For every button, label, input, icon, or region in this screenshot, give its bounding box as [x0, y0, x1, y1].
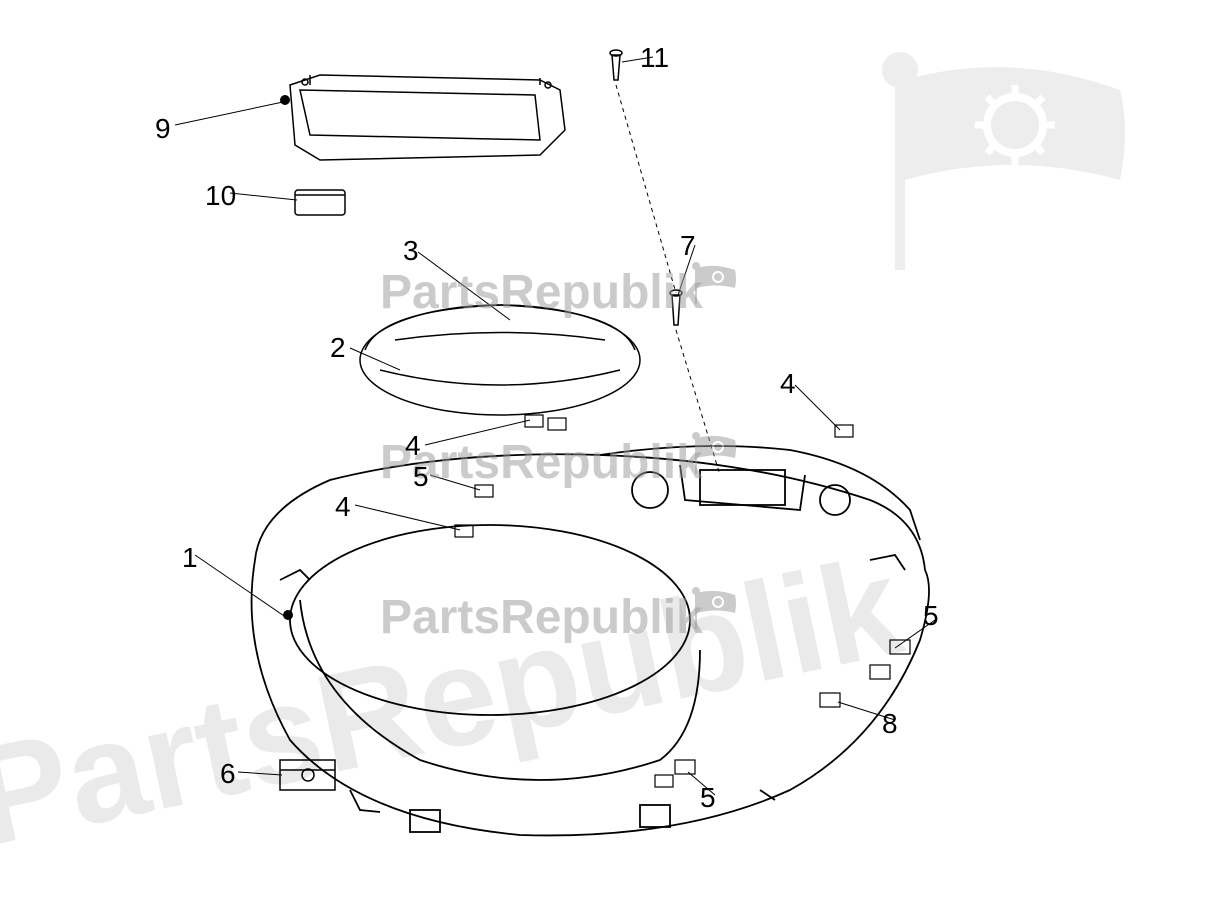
flag-icon-large — [870, 30, 1150, 295]
callout-4b: 4 — [780, 368, 796, 400]
watermark-1: PartsRepublik — [380, 265, 703, 320]
callout-5b: 5 — [923, 600, 939, 632]
callout-2: 2 — [330, 332, 346, 364]
callout-5c: 5 — [700, 782, 716, 814]
callout-3: 3 — [403, 235, 419, 267]
callout-11: 11 — [640, 42, 669, 74]
flag-icon-3 — [690, 583, 740, 638]
watermark-3: PartsRepublik — [380, 590, 703, 645]
flag-icon-2 — [690, 428, 740, 483]
callout-8: 8 — [882, 708, 898, 740]
callout-6: 6 — [220, 758, 236, 790]
watermark-large: PartsRepublik — [0, 524, 915, 878]
callout-1: 1 — [182, 542, 198, 574]
parts-diagram-container: PartsRepublik — [0, 0, 1205, 904]
callout-4a: 4 — [405, 430, 421, 462]
flag-icon-1 — [690, 258, 740, 313]
callout-10: 10 — [205, 180, 236, 212]
callout-9: 9 — [155, 113, 171, 145]
callout-4c: 4 — [335, 491, 351, 523]
callout-7: 7 — [680, 230, 696, 262]
callout-5a: 5 — [413, 461, 429, 493]
